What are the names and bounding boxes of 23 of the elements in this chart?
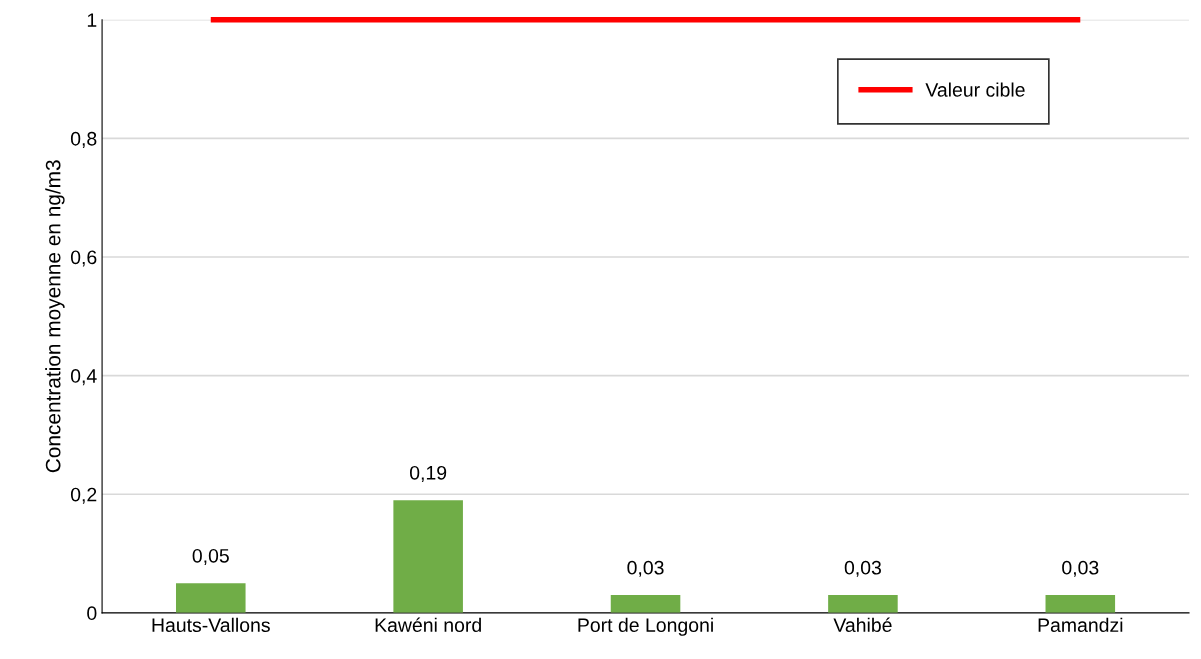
bar	[1045, 595, 1116, 613]
data-label: 0,03	[627, 560, 664, 577]
y-tick-label: 0,6	[70, 250, 97, 267]
y-axis-title: Concentration moyenne en ng/m3	[45, 160, 65, 473]
x-tick-label: Vahibé	[833, 617, 892, 633]
bar	[610, 595, 681, 613]
y-tick-label: 0	[87, 606, 97, 621]
y-tick-label: 1	[87, 13, 97, 27]
bar	[393, 500, 463, 613]
legend-label: Valeur cible	[925, 82, 1025, 97]
x-tick-label: Hauts-Vallons	[152, 617, 270, 633]
bar	[828, 595, 898, 613]
x-tick-label: Port de Longoni	[578, 617, 713, 636]
data-label: 0,03	[1062, 560, 1099, 577]
y-tick-label: 0,8	[70, 131, 97, 148]
bar	[175, 583, 246, 613]
x-tick-label: Pamandzi	[1038, 617, 1123, 633]
data-label: 0,03	[844, 560, 881, 577]
y-tick-label: 0,4	[70, 369, 97, 386]
y-tick-label: 0,2	[70, 487, 97, 504]
data-label: 0,19	[410, 465, 447, 482]
data-label: 0,05	[192, 548, 229, 565]
x-tick-label: Kawéni nord	[375, 617, 481, 633]
